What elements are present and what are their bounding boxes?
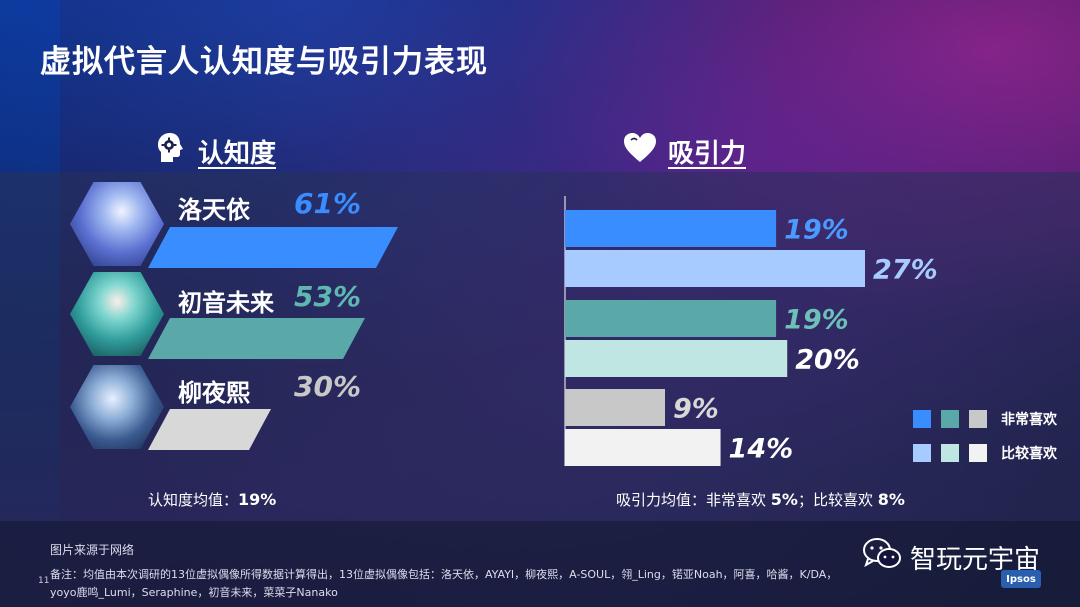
awareness-value: 30%: [294, 370, 362, 403]
awareness-heading: 认知度: [152, 130, 276, 173]
legend-swatch: [941, 410, 959, 428]
awareness-heading-text: 认知度: [198, 139, 277, 169]
appeal-bar-label: 9%: [673, 394, 719, 425]
image-source: 图片来源于网络: [50, 543, 135, 557]
appeal-bar: [565, 210, 777, 247]
legend-swatch: [969, 410, 987, 428]
appeal-chart: 19% 27% 19% 20% 9% 14%: [564, 196, 938, 466]
awareness-value: 61%: [294, 187, 362, 220]
awareness-name: 初音未来: [178, 289, 274, 317]
appeal-heading: 吸引力: [622, 130, 746, 173]
legend-swatch: [941, 444, 959, 462]
appeal-bar: [565, 250, 865, 287]
awareness-value: 53%: [294, 280, 362, 313]
legend-swatch: [913, 444, 931, 462]
legend-swatch: [969, 444, 987, 462]
legend-swatch: [913, 410, 931, 428]
appeal-bar-label: 19%: [784, 305, 849, 336]
wechat-icon: [862, 537, 902, 578]
appeal-bar-label: 19%: [784, 215, 849, 246]
appeal-legend: 非常喜欢 比较喜欢: [913, 408, 1057, 476]
appeal-bar-label: 27%: [873, 255, 938, 286]
appeal-bar-label: 14%: [729, 434, 794, 465]
awareness-bar: [148, 318, 365, 359]
awareness-bar: [148, 227, 398, 268]
appeal-bar: [565, 389, 665, 426]
ipsos-logo: Ipsos: [1001, 570, 1041, 588]
head-gear-icon: [152, 130, 188, 173]
appeal-heading-text: 吸引力: [668, 139, 747, 169]
page-number: 11: [38, 576, 50, 586]
appeal-bar: [565, 340, 788, 377]
appeal-mean-label: 吸引力均值：非常喜欢: [616, 491, 771, 509]
legend-item: 非常喜欢: [913, 408, 1057, 430]
legend-label: 比较喜欢: [1001, 446, 1057, 462]
awareness-bar: [148, 409, 271, 450]
heart-icon: [622, 130, 658, 173]
appeal-mean-value-1: 5%: [770, 490, 798, 509]
awareness-mean-value: 19%: [238, 490, 277, 509]
appeal-mean-sep: ；比较喜欢: [797, 491, 878, 509]
appeal-bar: [565, 300, 777, 337]
appeal-bar: [565, 429, 721, 466]
awareness-mean: 认知度均值：19%: [148, 489, 276, 510]
legend-label: 非常喜欢: [1001, 412, 1057, 428]
awareness-mean-label: 认知度均值：: [148, 491, 239, 509]
appeal-mean: 吸引力均值：非常喜欢 5%；比较喜欢 8%: [616, 489, 905, 510]
footer-band: [0, 521, 1080, 607]
page-title: 虚拟代言人认知度与吸引力表现: [40, 44, 488, 80]
awareness-name: 柳夜熙: [178, 379, 250, 407]
footnote: 备注：均值由本次调研的13位虚拟偶像所得数据计算得出，13位虚拟偶像包括：洛天依…: [50, 568, 838, 599]
awareness-name: 洛天依: [178, 196, 250, 224]
appeal-mean-value-2: 8%: [877, 490, 905, 509]
appeal-bar-label: 20%: [795, 345, 860, 376]
legend-item: 比较喜欢: [913, 442, 1057, 464]
